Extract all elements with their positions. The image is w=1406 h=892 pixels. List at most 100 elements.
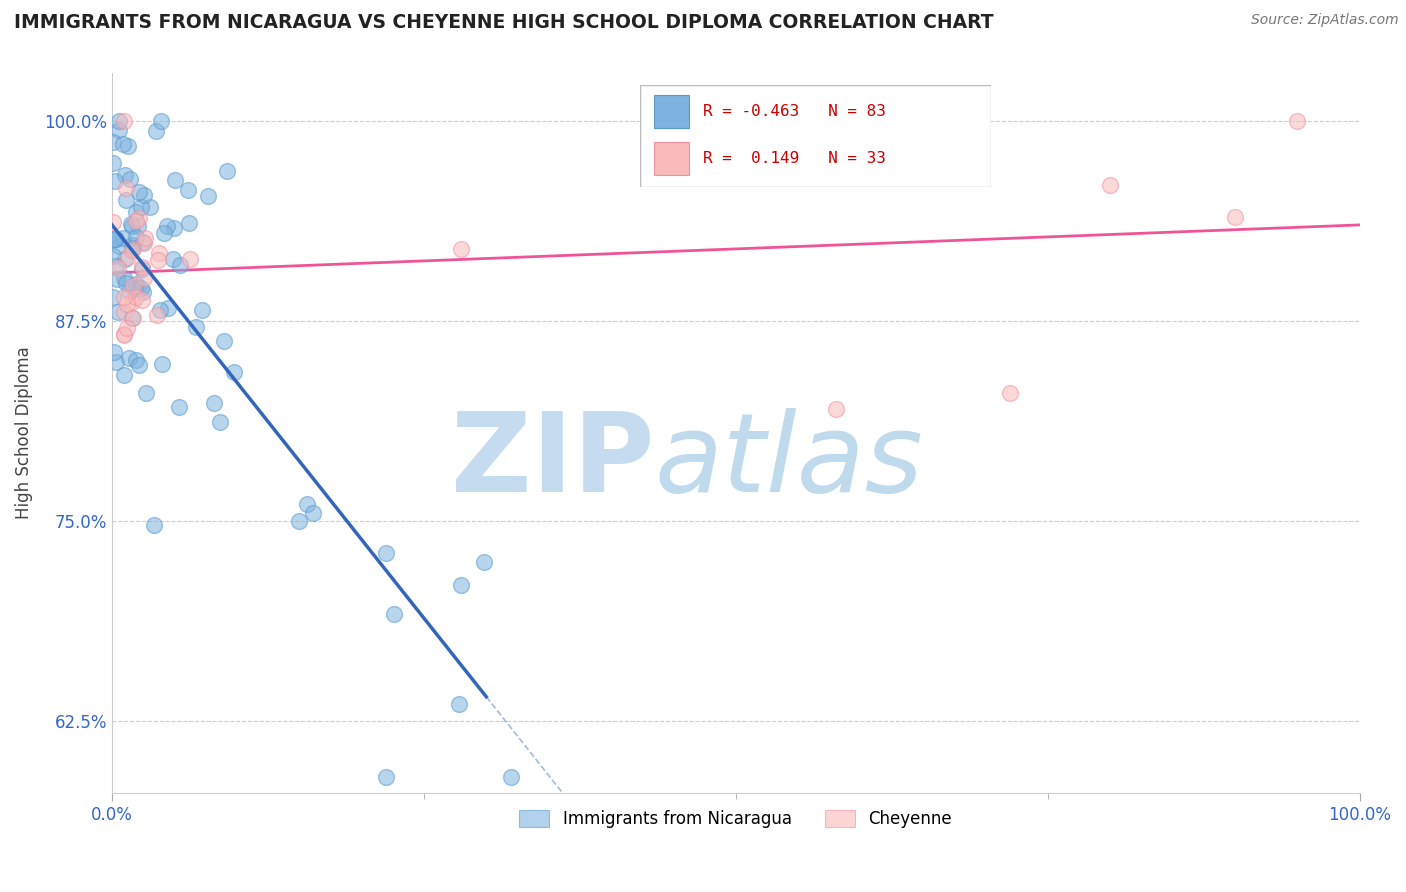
Point xyxy=(103,290,125,304)
Point xyxy=(121,294,143,309)
Point xyxy=(112,328,135,343)
Point xyxy=(449,697,471,711)
Point xyxy=(129,200,152,214)
Point xyxy=(134,230,156,244)
Point xyxy=(103,344,125,359)
Point xyxy=(104,355,127,369)
Point xyxy=(163,173,186,187)
Point xyxy=(132,285,155,300)
Point xyxy=(115,297,138,311)
Text: R =  0.149   N = 33: R = 0.149 N = 33 xyxy=(703,151,886,166)
Point xyxy=(132,188,155,202)
FancyBboxPatch shape xyxy=(640,85,991,187)
Point xyxy=(169,258,191,272)
Point xyxy=(1098,178,1121,192)
Point xyxy=(104,259,127,273)
Point xyxy=(121,310,143,325)
Point xyxy=(125,230,148,244)
Point xyxy=(103,215,125,229)
Point xyxy=(107,260,129,275)
Point xyxy=(156,219,179,234)
Point xyxy=(184,320,207,334)
Point xyxy=(149,303,172,318)
Point xyxy=(156,301,179,316)
Point xyxy=(132,235,155,249)
Point xyxy=(131,293,153,308)
Point xyxy=(163,220,186,235)
Point xyxy=(103,249,125,263)
Point xyxy=(179,252,201,266)
Point xyxy=(145,123,167,137)
Point xyxy=(115,193,138,207)
Point xyxy=(146,253,169,268)
Point xyxy=(121,310,143,325)
Point xyxy=(121,243,143,257)
Point xyxy=(112,136,135,151)
Point xyxy=(103,156,125,170)
Point xyxy=(375,770,398,784)
Point xyxy=(118,351,141,366)
Point xyxy=(131,281,153,295)
Text: IMMIGRANTS FROM NICARAGUA VS CHEYENNE HIGH SCHOOL DIPLOMA CORRELATION CHART: IMMIGRANTS FROM NICARAGUA VS CHEYENNE HI… xyxy=(14,13,994,32)
Point xyxy=(190,303,212,318)
Point xyxy=(148,246,170,260)
Point xyxy=(120,217,142,231)
Point xyxy=(134,235,156,250)
Point xyxy=(215,164,238,178)
Point xyxy=(125,290,148,304)
Point xyxy=(197,188,219,202)
Point xyxy=(177,183,200,197)
Point xyxy=(128,211,150,226)
Point xyxy=(103,135,125,149)
Point xyxy=(450,578,472,592)
Point xyxy=(104,232,127,246)
Point xyxy=(107,305,129,319)
Point xyxy=(302,506,325,520)
Text: R = -0.463   N = 83: R = -0.463 N = 83 xyxy=(703,103,886,119)
Text: Source: ZipAtlas.com: Source: ZipAtlas.com xyxy=(1251,13,1399,28)
Bar xyxy=(654,95,689,128)
Point xyxy=(111,231,134,245)
Point xyxy=(124,282,146,296)
Point xyxy=(125,213,148,227)
Legend: Immigrants from Nicaragua, Cheyenne: Immigrants from Nicaragua, Cheyenne xyxy=(513,803,959,835)
Point xyxy=(114,252,136,266)
Point xyxy=(824,401,846,416)
Point xyxy=(105,232,128,246)
Point xyxy=(162,252,184,266)
Point xyxy=(128,359,150,373)
Point xyxy=(131,260,153,274)
Point xyxy=(1286,114,1309,128)
Point xyxy=(128,186,150,200)
Point xyxy=(122,242,145,256)
Bar xyxy=(654,142,689,175)
Point xyxy=(382,607,405,622)
Point xyxy=(112,305,135,319)
Point xyxy=(132,271,155,285)
Point xyxy=(998,385,1021,400)
Point xyxy=(153,226,176,240)
Point xyxy=(212,334,235,348)
Point xyxy=(145,308,167,322)
Text: ZIP: ZIP xyxy=(451,409,655,515)
Point xyxy=(288,514,311,528)
Point xyxy=(108,239,131,253)
Point xyxy=(112,270,135,285)
Point xyxy=(177,216,200,230)
Point xyxy=(450,242,472,256)
Point xyxy=(208,415,231,429)
Point xyxy=(117,139,139,153)
Point xyxy=(107,114,129,128)
Point xyxy=(125,352,148,367)
Point xyxy=(108,123,131,137)
Point xyxy=(375,546,398,560)
Point xyxy=(131,262,153,277)
Point xyxy=(112,326,135,341)
Point xyxy=(105,272,128,286)
Point xyxy=(472,555,495,569)
Point xyxy=(295,497,318,511)
Point xyxy=(124,277,146,291)
Point xyxy=(222,365,245,379)
Point xyxy=(125,205,148,219)
Point xyxy=(103,232,125,246)
